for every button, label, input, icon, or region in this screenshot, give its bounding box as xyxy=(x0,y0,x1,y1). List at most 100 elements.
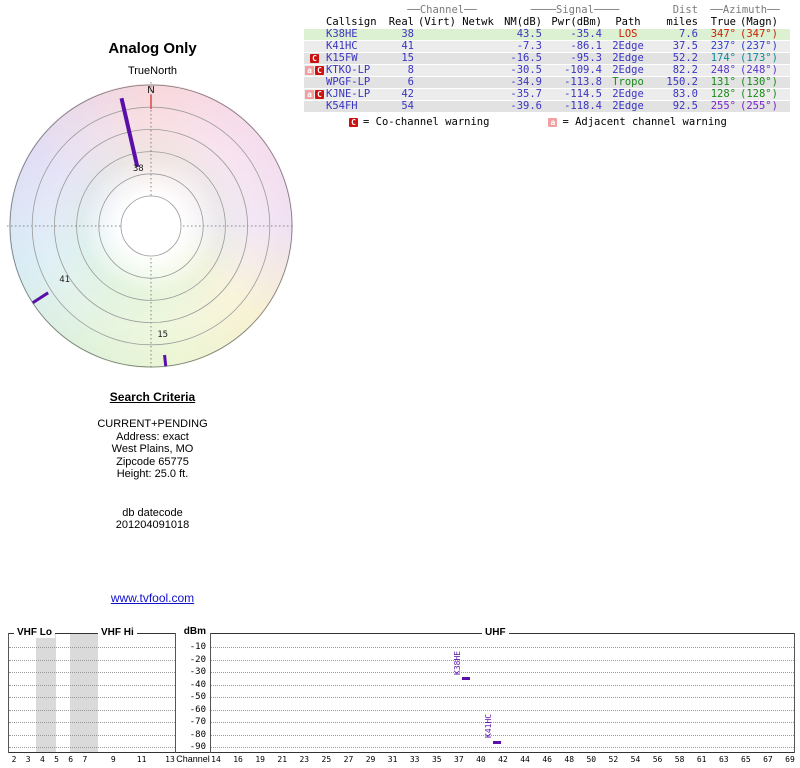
x-tick-label: 2 xyxy=(11,755,17,764)
warning-legend: C = Co-channel warning a = Adjacent channel… xyxy=(304,116,796,128)
station-spoke-K15FW xyxy=(163,354,168,367)
bottom-axis-line xyxy=(8,752,795,753)
legend-item: C = Co-channel warning xyxy=(348,116,489,128)
group-header-spacer xyxy=(304,5,386,17)
x-tick-label: 65 xyxy=(741,755,751,764)
netwk-col-header: Netwk xyxy=(458,16,498,29)
table-column-header: Callsign Real (Virt) Netwk NM(dB) Pwr(dB… xyxy=(304,16,790,29)
x-tick-label: 27 xyxy=(343,755,354,764)
gridline xyxy=(9,672,175,673)
path-cell: 2Edge xyxy=(604,100,652,113)
callsign-col-header: Callsign xyxy=(324,16,386,29)
azimuth-true-cell: 237° xyxy=(700,40,738,53)
y-tick-label: -90 xyxy=(189,742,206,752)
dist-group-header: Dist xyxy=(652,5,700,17)
search-criteria-heading: Search Criteria xyxy=(109,390,196,404)
miles-cell: 83.0 xyxy=(652,88,700,101)
callsign-cell: WPGF-LP xyxy=(324,76,386,89)
station-rows: K38HE 38 43.5 -35.4 LOS 7.6 347° (347°) … xyxy=(304,28,790,113)
signal-marker-label: K38HE xyxy=(452,650,462,675)
x-tick-label: 52 xyxy=(608,755,619,764)
co-channel-warning-icon: C xyxy=(315,90,324,99)
path-cell: 2Edge xyxy=(604,64,652,77)
pwr-dbm-cell: -35.4 xyxy=(544,28,604,41)
signal-marker-K41HC xyxy=(493,740,502,744)
signal-group-header: ────Signal──── xyxy=(498,5,652,17)
callsign-cell: KTKO-LP xyxy=(324,64,386,77)
nm-db-cell: 43.5 xyxy=(498,28,544,41)
real-channel-cell: 15 xyxy=(386,52,416,65)
azimuth-magn-cell: (237°) xyxy=(738,40,790,53)
x-tick-label: 19 xyxy=(255,755,265,764)
nm-db-cell: -34.9 xyxy=(498,76,544,89)
gridline xyxy=(9,647,175,648)
network-cell xyxy=(458,76,498,89)
table-row: K54FH 54 -39.6 -118.4 2Edge 92.5 255° (2… xyxy=(304,100,790,113)
path-cell: LOS xyxy=(604,28,652,41)
truenorth-label: TrueNorth xyxy=(127,65,178,77)
azimuth-magn-cell: (255°) xyxy=(738,100,790,113)
station-spoke-K38HE xyxy=(119,97,140,168)
x-tick-label: 23 xyxy=(299,755,310,764)
north-letter: N xyxy=(147,85,154,96)
virt-channel-cell xyxy=(416,88,458,101)
ring-circle xyxy=(98,173,204,279)
table-group-header: ──Channel── ────Signal──── Dist ──Azimut… xyxy=(304,5,790,17)
x-tick-label: 56 xyxy=(652,755,663,764)
co-channel-warning-icon: C xyxy=(310,54,319,63)
criteria-lines: CURRENT+PENDING Address: exact West Plains… xyxy=(0,418,305,481)
x-tick-label: 7 xyxy=(82,755,88,764)
real-channel-cell: 41 xyxy=(386,40,416,53)
criteria-line: West Plains, MO xyxy=(111,443,194,455)
miles-col-header: miles xyxy=(652,16,700,29)
vhf-hi-band-label: VHF Hi xyxy=(98,627,137,638)
y-tick-label: -30 xyxy=(189,667,206,677)
miles-cell: 82.2 xyxy=(652,64,700,77)
x-tick-label: 21 xyxy=(277,755,288,764)
x-tick-label: 50 xyxy=(586,755,597,764)
pwr-dbm-cell: -114.5 xyxy=(544,88,604,101)
x-tick-label: 48 xyxy=(564,755,575,764)
gridline xyxy=(9,709,175,711)
warning-badges: C xyxy=(304,52,324,65)
ring-circle xyxy=(76,151,226,301)
co-channel-warning-icon: C xyxy=(315,66,324,75)
criteria-line: Address: exact xyxy=(116,430,189,443)
panel-border xyxy=(8,633,9,753)
azimuth-magn-cell: (173°) xyxy=(738,52,790,65)
x-tick-label: 69 xyxy=(785,755,795,764)
gridline xyxy=(9,684,175,686)
nm-db-cell: -35.7 xyxy=(498,88,544,101)
azimuth-true-cell: 248° xyxy=(700,64,738,77)
x-tick-label: 40 xyxy=(476,755,486,764)
x-tick-label: 46 xyxy=(542,755,552,764)
azimuth-true-cell: 131° xyxy=(700,76,738,89)
real-channel-cell: 54 xyxy=(386,100,416,113)
network-cell xyxy=(458,88,498,101)
tvfool-link[interactable]: www.tvfool.com xyxy=(110,591,195,605)
pwr-dbm-cell: -86.1 xyxy=(544,40,604,53)
x-tick-label: 37 xyxy=(454,755,464,764)
y-tick-label: -80 xyxy=(189,729,206,740)
x-tick-label: 3 xyxy=(25,755,31,764)
path-cell: 2Edge xyxy=(604,40,652,53)
azimuth-magn-cell: (248°) xyxy=(738,64,790,77)
x-tick-label: 33 xyxy=(409,755,420,764)
virt-col-header: (Virt) xyxy=(416,16,458,29)
polar-overlay: N 38 41 15 xyxy=(7,82,295,370)
pwr-dbm-cell: -95.3 xyxy=(544,52,604,65)
station-spoke-K41HC xyxy=(31,291,49,305)
callsign-cell: K54FH xyxy=(324,100,386,113)
x-axis-title: Channel xyxy=(176,754,210,764)
azimuth-true-cell: 255° xyxy=(700,100,738,113)
station-table: ──Channel── ────Signal──── Dist ──Azimut… xyxy=(304,5,790,113)
virt-channel-cell xyxy=(416,28,458,41)
table-row: C K15FW 15 -16.5 -95.3 2Edge 52.2 174° (… xyxy=(304,52,790,65)
real-col-header: Real xyxy=(386,16,416,29)
uhf-band-label: UHF xyxy=(482,627,509,638)
magn-col-header: (Magn) xyxy=(738,16,790,29)
